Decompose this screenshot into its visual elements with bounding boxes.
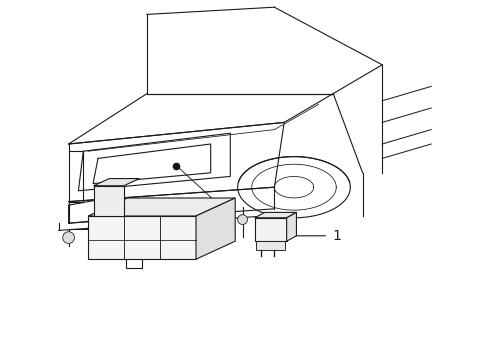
Polygon shape [255,212,296,218]
Polygon shape [94,186,124,216]
Polygon shape [88,198,235,216]
Text: 1: 1 [332,229,341,243]
Polygon shape [255,218,287,241]
Circle shape [63,232,74,243]
Polygon shape [256,241,285,250]
Polygon shape [94,179,140,186]
Polygon shape [88,216,196,259]
Polygon shape [196,198,235,259]
Circle shape [238,215,247,225]
Polygon shape [287,212,296,241]
